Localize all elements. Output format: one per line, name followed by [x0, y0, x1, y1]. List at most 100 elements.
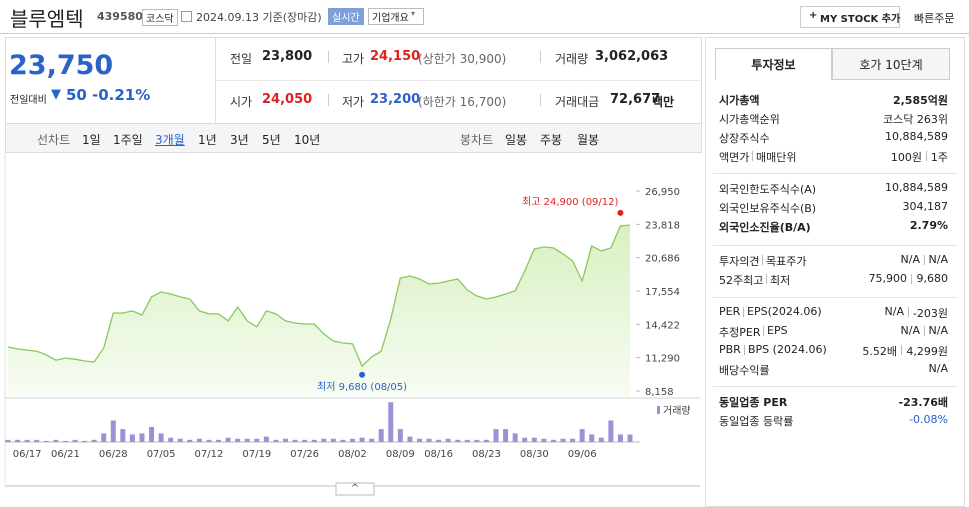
x-tick-label: 08/02 [338, 449, 367, 460]
volume-bar [522, 437, 528, 442]
volume-bar [550, 439, 556, 442]
quick-order[interactable]: 빠른주문 [914, 12, 955, 25]
volume-bar [244, 438, 250, 442]
price-line [7, 224, 631, 368]
period-tab[interactable]: 3개월 [155, 133, 185, 147]
period-tab[interactable]: 1일 [82, 133, 101, 147]
info-label: 시가총액순위 [719, 113, 780, 126]
info-value: -203원 [912, 307, 948, 320]
panel-tab[interactable]: 투자정보 [715, 48, 832, 80]
x-tick-label: 08/30 [520, 449, 549, 460]
info-value: 5.52배 [862, 345, 897, 358]
separator [743, 307, 744, 317]
info-label: 투자의견 [719, 255, 760, 268]
volume-bar [617, 434, 623, 442]
volume-bar [359, 437, 365, 442]
separator [766, 274, 767, 284]
volume-bar [177, 438, 183, 442]
my-stock-label[interactable]: MY STOCK 추가 [820, 14, 901, 25]
y-tick-label: 23,818 [645, 220, 680, 231]
change-pct: -0.21% [92, 86, 151, 104]
change: 50 [66, 86, 87, 104]
collapse-button[interactable] [335, 482, 375, 496]
volume-bar [560, 438, 566, 442]
separator [908, 307, 909, 317]
separator [540, 94, 541, 106]
info-value: N/A [928, 362, 948, 375]
volume-bar [579, 429, 585, 442]
info-value: 2.79% [909, 219, 948, 232]
volume-bar [321, 438, 327, 442]
plus-icon: + [809, 10, 818, 21]
volume-bar [216, 439, 222, 442]
realtime-badge[interactable]: 실시간 [328, 8, 364, 25]
candle-tab[interactable]: 일봉 [505, 133, 528, 147]
volume-bar [283, 438, 289, 442]
summary-unit: 백만 [652, 95, 675, 109]
section-divider [713, 386, 957, 387]
volume-bar [15, 439, 21, 442]
volume-bar [474, 439, 480, 442]
stock-code: 439580 [97, 10, 143, 23]
volume-bar [570, 438, 576, 442]
info-label: 매매단위 [756, 151, 797, 164]
info-label: 배당수익률 [719, 364, 770, 377]
volume-bar [311, 439, 317, 442]
volume-bar [235, 438, 241, 442]
price-area [8, 225, 630, 396]
info-label: 시가총액 [719, 94, 760, 107]
info-label: 상장주식수 [719, 132, 770, 145]
divider [215, 80, 702, 81]
volume-bar [263, 436, 269, 442]
summary-value: 24,150 [370, 49, 421, 64]
volume-bar [43, 440, 49, 442]
period-tab[interactable]: 3년 [230, 133, 249, 147]
period-tab[interactable]: 1주일 [113, 133, 143, 147]
separator [328, 51, 329, 63]
volume-bar [378, 429, 384, 442]
volume-bar [206, 439, 212, 442]
volume-bar [273, 439, 279, 442]
summary-extra: (하한가 16,700) [418, 95, 507, 109]
info-label: PBR [719, 343, 741, 356]
x-tick-label: 07/05 [147, 449, 176, 460]
summary-label: 거래량 [555, 52, 589, 66]
volume-bar [120, 429, 126, 442]
info-value: N/A [900, 253, 920, 266]
volume-bar [627, 434, 633, 442]
period-tab[interactable]: 10년 [294, 133, 321, 147]
change-label: 전일대비 [10, 95, 47, 106]
volume-bar [110, 420, 116, 442]
volume-bar [292, 439, 298, 442]
separator [924, 326, 925, 336]
separator [924, 255, 925, 265]
candle-tab[interactable]: 월봉 [577, 133, 600, 147]
tab-group-label: 봉차트 [460, 133, 494, 147]
tab-bar [5, 123, 702, 153]
calendar-icon [181, 11, 192, 22]
separator [744, 345, 745, 355]
volume-bar [82, 440, 88, 442]
info-value: 304,187 [902, 200, 949, 213]
divider [0, 33, 969, 34]
volume-bar [407, 436, 413, 442]
candle-tab[interactable]: 주봉 [540, 133, 563, 147]
panel-tab[interactable]: 호가 10단계 [832, 48, 950, 80]
separator [911, 274, 912, 284]
my-stock-button[interactable] [800, 6, 900, 28]
volume-bar [254, 438, 260, 442]
info-value: N/A [928, 324, 948, 337]
period-tab[interactable]: 1년 [198, 133, 217, 147]
summary-value: 23,800 [262, 49, 313, 64]
date: 2024.09.13 기준(장마감) [196, 11, 322, 24]
company-info[interactable]: 기업개요 [368, 8, 424, 25]
info-value: 10,884,589 [885, 130, 948, 143]
info-value: N/A [928, 253, 948, 266]
period-tab[interactable]: 5년 [262, 133, 281, 147]
volume-bar [168, 437, 174, 442]
volume-bar [349, 438, 355, 442]
y-tick-label: 11,290 [645, 354, 680, 365]
y-tick-label: 20,686 [645, 254, 680, 265]
down-arrow: ▼ [51, 87, 61, 102]
summary-value: 23,200 [370, 92, 421, 107]
